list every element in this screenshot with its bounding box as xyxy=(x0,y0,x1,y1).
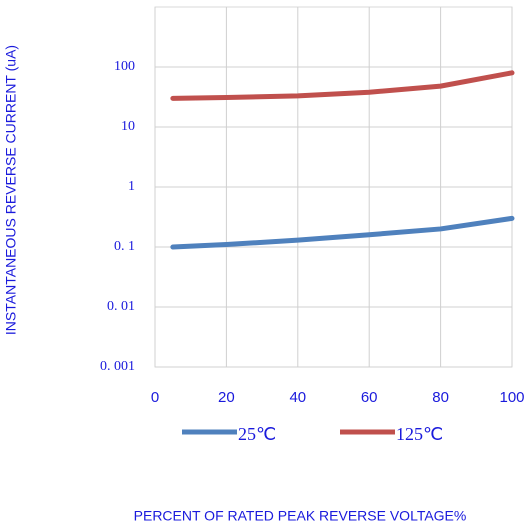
y-tick-label: 100 xyxy=(114,59,135,74)
legend-label: 25℃ xyxy=(238,424,276,444)
x-tick-label: 40 xyxy=(289,389,306,406)
y-tick-label: 1 xyxy=(128,179,135,194)
x-tick-label: 0 xyxy=(151,389,159,406)
legend-label: 125℃ xyxy=(396,424,443,444)
y-axis-title: INSTANTANEOUS REVERSE CURRENT (uA) xyxy=(3,45,19,335)
x-tick-label: 100 xyxy=(499,389,524,406)
x-tick-label: 20 xyxy=(218,389,235,406)
line-series xyxy=(170,70,515,101)
x-tick-label: 60 xyxy=(361,389,378,406)
y-tick-label: 0. 1 xyxy=(114,239,135,254)
y-tick-label: 0. 01 xyxy=(107,299,135,314)
y-tick-label: 0. 001 xyxy=(100,359,135,374)
y-tick-label: 10 xyxy=(121,119,135,134)
line-series xyxy=(170,215,515,250)
x-tick-label: 80 xyxy=(432,389,449,406)
x-axis-title: PERCENT OF RATED PEAK REVERSE VOLTAGE% xyxy=(134,508,467,524)
